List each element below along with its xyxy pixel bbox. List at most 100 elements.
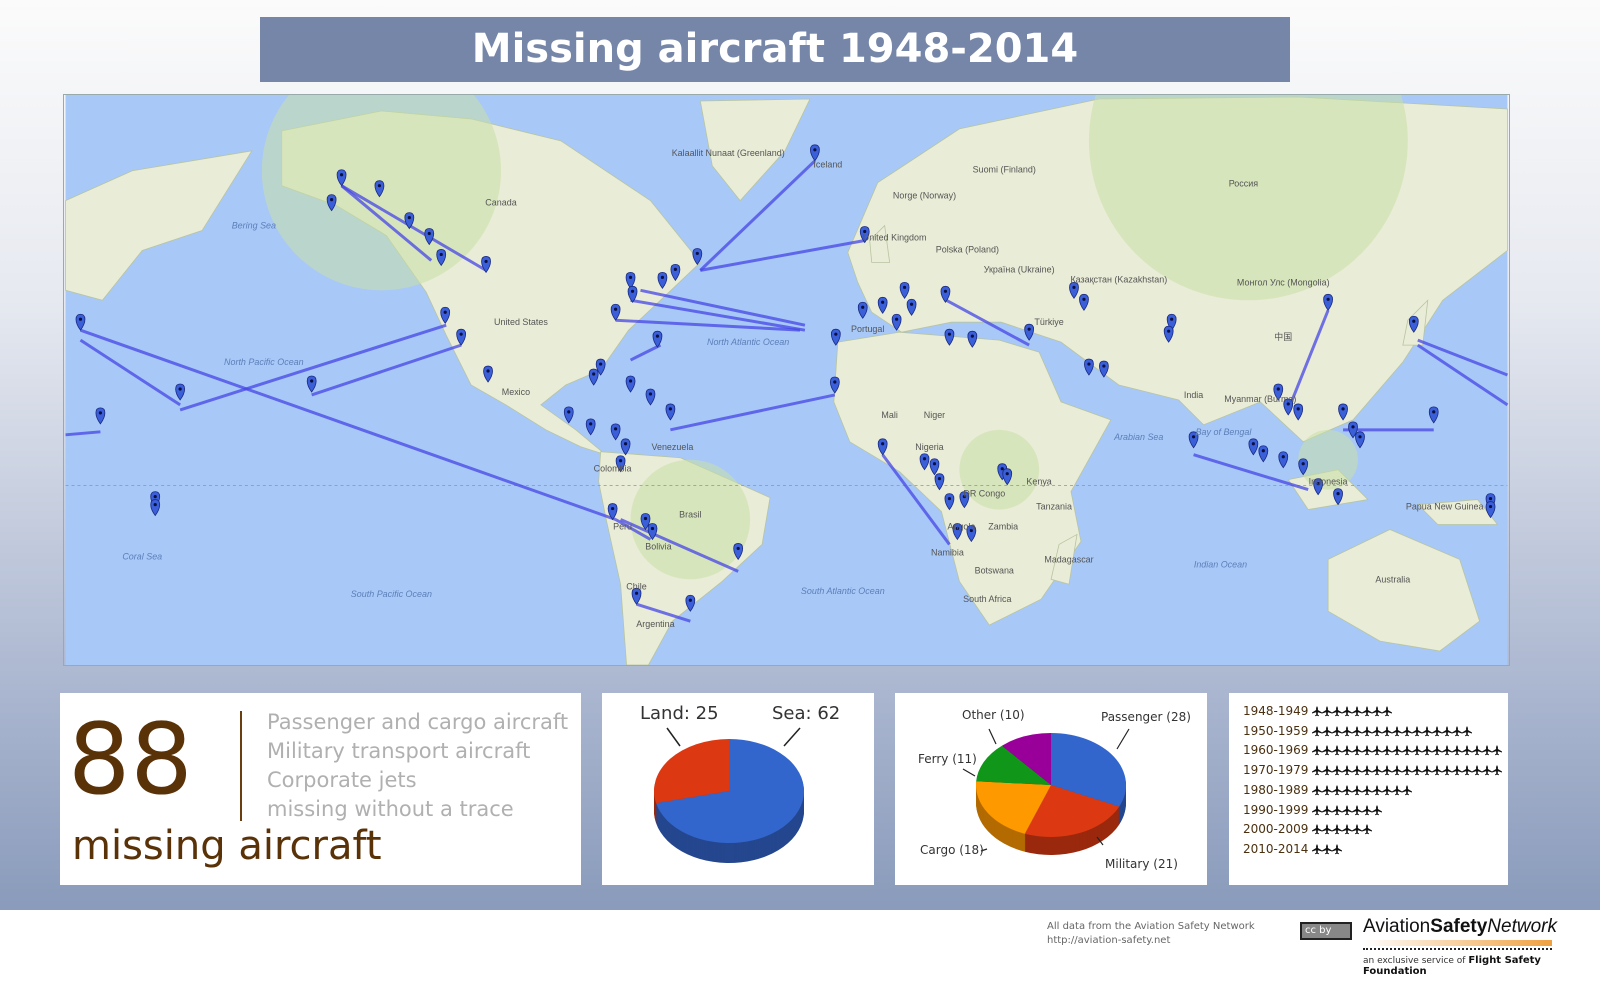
location-pin-icon[interactable] <box>585 418 596 436</box>
location-pin-icon[interactable] <box>374 180 385 198</box>
location-pin-icon[interactable] <box>75 313 86 331</box>
plane-icon <box>1462 745 1473 756</box>
location-pin-icon[interactable] <box>306 375 317 393</box>
location-pin-icon[interactable] <box>1258 445 1269 463</box>
location-pin-icon[interactable] <box>899 281 910 299</box>
pin-shape <box>919 453 930 471</box>
location-pin-icon[interactable] <box>1408 315 1419 333</box>
location-pin-icon[interactable] <box>1298 458 1309 476</box>
location-pin-icon[interactable] <box>1428 406 1439 424</box>
location-pin-icon[interactable] <box>952 523 963 541</box>
location-pin-icon[interactable] <box>934 473 945 491</box>
pin-dot <box>339 173 344 177</box>
location-pin-icon[interactable] <box>652 330 663 348</box>
location-pin-icon[interactable] <box>647 523 658 541</box>
location-pin-icon[interactable] <box>631 587 642 605</box>
location-pin-icon[interactable] <box>859 226 870 244</box>
location-pin-icon[interactable] <box>810 144 820 162</box>
location-pin-icon[interactable] <box>891 313 902 331</box>
location-pin-icon[interactable] <box>829 376 840 394</box>
location-pin-icon[interactable] <box>919 453 930 471</box>
location-pin-icon[interactable] <box>877 296 888 314</box>
location-pin-icon[interactable] <box>424 228 435 246</box>
location-pin-icon[interactable] <box>906 298 917 316</box>
location-pin-icon[interactable] <box>326 194 337 212</box>
location-pin-icon[interactable] <box>456 328 467 346</box>
location-pin-icon[interactable] <box>857 301 868 319</box>
cc-license-icon[interactable]: cc by <box>1300 922 1352 940</box>
location-pin-icon[interactable] <box>1248 438 1259 456</box>
location-pin-icon[interactable] <box>877 438 888 456</box>
location-pin-icon[interactable] <box>657 271 668 289</box>
location-pin-icon[interactable] <box>625 375 636 393</box>
asn-logo[interactable]: AviationSafetyNetwork <box>1363 916 1557 938</box>
plane-icons <box>1312 725 1473 736</box>
location-pin-icon[interactable] <box>1313 478 1324 496</box>
location-pin-icon[interactable] <box>1099 360 1109 378</box>
location-pin-icon[interactable] <box>1024 323 1035 341</box>
location-pin-icon[interactable] <box>1273 383 1284 401</box>
location-pin-icon[interactable] <box>610 423 621 441</box>
location-pin-icon[interactable] <box>615 455 626 473</box>
location-pin-icon[interactable] <box>1069 281 1079 299</box>
location-pin-icon[interactable] <box>95 407 106 425</box>
location-pin-icon[interactable] <box>607 503 618 521</box>
location-pin-icon[interactable] <box>1323 293 1333 311</box>
location-pin-icon[interactable] <box>336 169 347 187</box>
location-pin-icon[interactable] <box>929 458 940 476</box>
location-pin-icon[interactable] <box>627 285 638 303</box>
location-pin-icon[interactable] <box>595 358 606 376</box>
location-pin-icon[interactable] <box>440 306 451 324</box>
location-pin-icon[interactable] <box>625 271 636 289</box>
location-pin-icon[interactable] <box>1333 488 1343 506</box>
location-pin-icon[interactable] <box>620 438 631 456</box>
location-pin-icon[interactable] <box>404 212 415 230</box>
location-pin-icon[interactable] <box>1163 325 1174 343</box>
flight-route <box>640 288 806 327</box>
pin-shape <box>830 328 841 346</box>
location-pin-icon[interactable] <box>645 388 656 406</box>
location-pin-icon[interactable] <box>1348 421 1358 439</box>
world-map[interactable]: Canada United States Mexico Brasil Peru Boliv… <box>63 94 1510 666</box>
aircraft-type-panel: Passenger (28) Military (21) Cargo (18) … <box>895 693 1207 885</box>
location-pin-icon[interactable] <box>959 491 970 509</box>
location-pin-icon[interactable] <box>483 365 493 383</box>
location-pin-icon[interactable] <box>436 249 447 267</box>
location-pin-icon[interactable] <box>944 328 955 346</box>
pin-shape <box>1002 468 1013 486</box>
location-pin-icon[interactable] <box>1278 451 1289 469</box>
location-pin-icon[interactable] <box>610 303 621 321</box>
location-pin-icon[interactable] <box>175 383 186 401</box>
location-pin-icon[interactable] <box>640 513 651 531</box>
location-pin-icon[interactable] <box>150 499 161 517</box>
plane-icon <box>1462 725 1473 736</box>
location-pin-icon[interactable] <box>1293 403 1304 421</box>
location-pin-icon[interactable] <box>481 256 491 274</box>
location-pin-icon[interactable] <box>670 264 681 282</box>
location-pin-icon[interactable] <box>563 406 574 424</box>
location-pin-icon[interactable] <box>1079 293 1089 311</box>
location-pin-icon[interactable] <box>967 330 978 348</box>
location-pin-icon[interactable] <box>1338 403 1348 421</box>
plane-icon <box>1482 745 1493 756</box>
location-pin-icon[interactable] <box>1084 358 1094 376</box>
location-pin-icon[interactable] <box>966 525 977 543</box>
country-label: India <box>1184 390 1203 400</box>
location-pin-icon[interactable] <box>1283 398 1294 416</box>
location-pin-icon[interactable] <box>685 594 696 612</box>
location-pin-icon[interactable] <box>733 543 744 561</box>
location-pin-icon[interactable] <box>944 493 955 511</box>
location-pin-icon[interactable] <box>940 285 951 303</box>
source-link[interactable]: http://aviation-safety.net <box>1047 935 1171 946</box>
location-pin-icon[interactable] <box>1485 501 1496 519</box>
location-pin-icon[interactable] <box>665 403 676 421</box>
pie-slice <box>976 781 1051 834</box>
plane-shape <box>1402 745 1413 756</box>
location-pin-icon[interactable] <box>1002 468 1013 486</box>
location-pin-icon[interactable] <box>830 328 841 346</box>
decade-row: 2000-2009 <box>1243 821 1373 837</box>
location-pin-icon[interactable] <box>1188 431 1199 449</box>
location-pin-icon[interactable] <box>588 368 599 386</box>
location-pin-icon[interactable] <box>692 248 703 266</box>
location-pin-icon[interactable] <box>1355 431 1365 449</box>
